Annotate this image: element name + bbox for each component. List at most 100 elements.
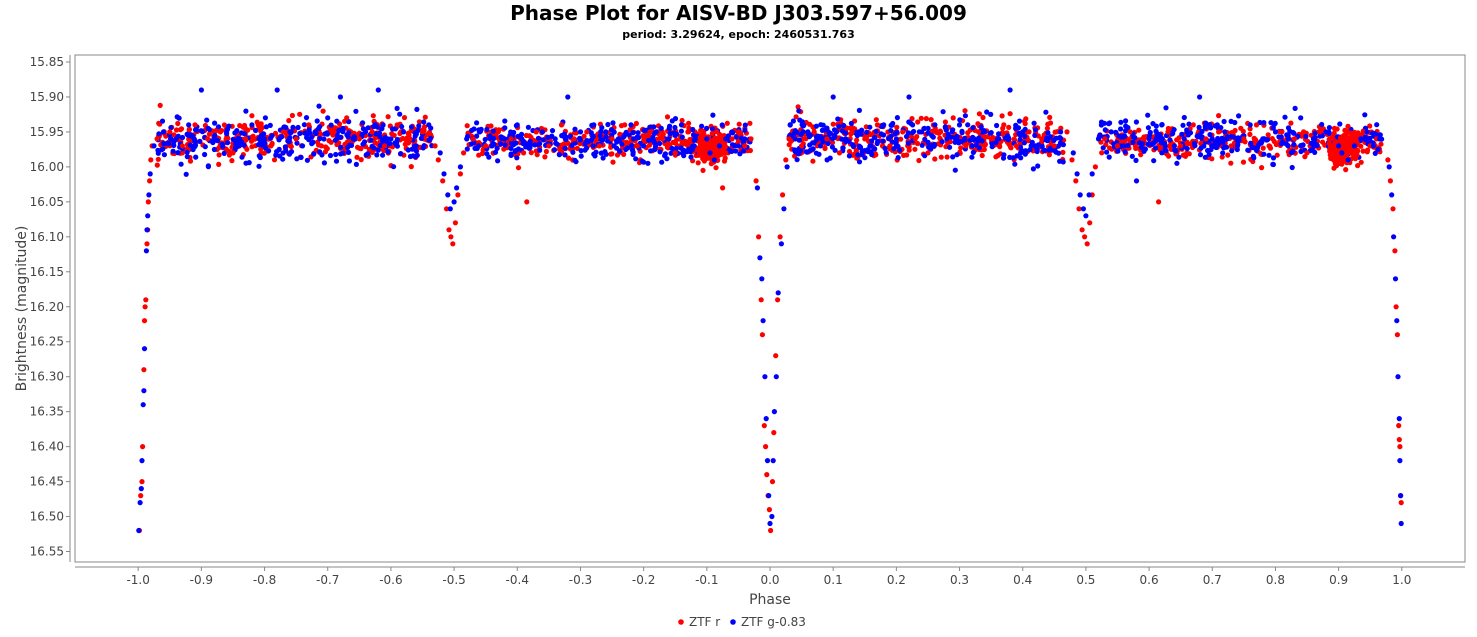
ztf-g-point: [1192, 143, 1198, 149]
ztf-g-point: [303, 115, 310, 121]
ztf-g-point: [211, 146, 217, 153]
ztf-r-point: [1279, 129, 1285, 135]
ztf-r-point: [546, 143, 552, 149]
ztf-r-point: [271, 157, 278, 163]
ztf-g-point: [1102, 127, 1108, 133]
ztf-g-point: [286, 139, 292, 145]
ztf-g-point: [204, 117, 210, 123]
ztf-r-point: [216, 152, 222, 158]
ztf-g-point: [1364, 129, 1370, 135]
ztf-g-point: [1398, 520, 1404, 527]
ztf-r-point: [1216, 129, 1222, 135]
ztf-g-point: [199, 129, 206, 135]
ztf-g-point: [805, 129, 811, 135]
ztf-g-point: [792, 128, 798, 134]
ztf-g-point: [942, 125, 949, 131]
ztf-r-point: [854, 137, 860, 143]
ztf-r-point: [1253, 122, 1260, 128]
ztf-g-point: [1351, 143, 1357, 149]
ztf-g-point: [426, 122, 432, 128]
ztf-g-point: [1145, 112, 1151, 118]
ztf-r-point: [1344, 128, 1350, 134]
ztf-g-point: [988, 111, 994, 117]
ztf-r-point: [923, 116, 929, 122]
ztf-g-point: [1106, 154, 1112, 160]
ztf-g-point: [144, 227, 150, 233]
ztf-r-point: [1225, 152, 1231, 158]
ztf-r-point: [1354, 149, 1360, 155]
ztf-g-point: [1276, 134, 1282, 140]
ztf-r-point: [221, 122, 227, 128]
ztf-g-point: [742, 127, 748, 133]
y-tick-label: 16.40: [30, 440, 64, 454]
ztf-g-point: [147, 171, 153, 177]
ztf-r-point: [558, 122, 565, 128]
ztf-r-point: [664, 114, 671, 120]
ztf-g-point: [954, 152, 960, 158]
x-tick-label: 0.8: [1266, 573, 1285, 587]
ztf-g-point: [139, 458, 145, 464]
ztf-g-point: [304, 157, 310, 163]
ztf-r-point: [709, 130, 715, 136]
ztf-g-point: [1287, 128, 1293, 134]
ztf-g-point: [309, 134, 315, 140]
ztf-r-point: [982, 142, 988, 148]
ztf-g-point: [716, 143, 723, 149]
ztf-r-point: [962, 108, 968, 114]
ztf-g-point: [908, 120, 914, 126]
ztf-r-point: [1367, 123, 1373, 129]
ztf-g-point: [186, 122, 192, 128]
ztf-r-point: [1166, 153, 1172, 159]
ztf-g-point: [925, 130, 931, 136]
ztf-g-point: [1023, 148, 1029, 154]
ztf-r-point: [495, 129, 501, 135]
ztf-r-point: [938, 129, 944, 135]
ztf-g-point: [514, 122, 520, 128]
ztf-r-point: [244, 146, 250, 152]
ztf-g-point: [874, 140, 880, 147]
ztf-r-point: [1274, 152, 1280, 158]
ztf-r-point: [942, 119, 949, 125]
ztf-g-point: [893, 136, 900, 142]
ztf-r-point: [1178, 143, 1184, 149]
ztf-r-point: [634, 143, 640, 149]
ztf-r-point: [401, 115, 408, 121]
ztf-r-point: [724, 120, 730, 126]
ztf-r-point: [912, 136, 918, 142]
ztf-g-point: [1179, 131, 1185, 137]
ztf-r-point: [696, 152, 702, 158]
ztf-g-point: [363, 129, 369, 135]
ztf-g-point: [791, 147, 798, 153]
ztf-r-point: [1271, 138, 1277, 145]
ztf-g-point: [994, 122, 1000, 129]
ztf-g-point: [421, 119, 427, 125]
ztf-r-point: [1387, 178, 1393, 184]
ztf-r-point: [1044, 125, 1050, 131]
ztf-g-point: [290, 124, 296, 130]
chart-subtitle: period: 3.29624, epoch: 2460531.763: [622, 28, 855, 41]
ztf-r-point: [1156, 199, 1162, 205]
ztf-g-point: [760, 318, 766, 324]
ztf-r-point: [764, 472, 770, 478]
ztf-g-point: [159, 147, 165, 153]
ztf-g-point: [381, 137, 387, 143]
ztf-g-point: [940, 109, 946, 115]
ztf-r-point: [1006, 124, 1012, 130]
ztf-r-point: [1247, 126, 1253, 132]
ztf-g-point: [279, 134, 285, 140]
ztf-g-point: [1167, 137, 1173, 143]
ztf-g-point: [944, 136, 950, 142]
ztf-g-point: [1205, 147, 1211, 154]
ztf-g-point: [263, 145, 269, 151]
ztf-r-point: [718, 151, 725, 157]
ztf-r-point: [1329, 143, 1335, 149]
ztf-r-point: [768, 527, 774, 534]
ztf-r-point: [562, 141, 568, 147]
ztf-g-point: [650, 134, 656, 140]
ztf-g-point: [872, 134, 878, 140]
ztf-g-point: [921, 125, 928, 131]
ztf-g-point: [385, 149, 391, 155]
ztf-r-point: [850, 125, 856, 131]
ztf-g-point: [1336, 143, 1342, 149]
ztf-r-point: [979, 152, 985, 159]
